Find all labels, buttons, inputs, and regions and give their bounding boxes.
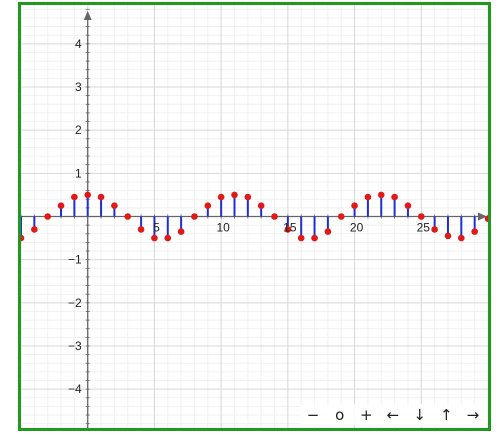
y-tick-label: −1 — [68, 253, 82, 267]
zoom-out-button[interactable]: − — [306, 406, 320, 424]
data-point — [217, 193, 225, 201]
x-axis-arrow — [478, 212, 487, 221]
zoom-in-button[interactable]: + — [360, 406, 373, 424]
data-point — [391, 193, 398, 201]
data-point — [284, 226, 292, 233]
x-tick-label: 15 — [283, 221, 297, 235]
y-tick-label: 4 — [75, 37, 82, 51]
stem-plot[interactable]: 5 10 15 20 25 4 3 2 1 −1 −2 −3 −4 — [21, 5, 488, 428]
data-point — [404, 202, 412, 210]
data-point — [311, 234, 318, 242]
y-tick-label: −4 — [68, 382, 82, 396]
pan-down-button[interactable]: ↓ — [413, 406, 426, 424]
y-axis-arrow — [83, 11, 92, 20]
data-point — [57, 202, 65, 210]
data-point — [84, 191, 92, 199]
tick-labels: 5 10 15 20 25 4 3 2 1 −1 −2 −3 −4 — [68, 37, 430, 396]
data-point — [351, 202, 358, 210]
data-point — [364, 193, 372, 201]
data-point — [337, 213, 345, 220]
data-point — [177, 228, 185, 235]
data-point — [21, 234, 25, 242]
x-tick-label: 25 — [417, 221, 431, 235]
data-point — [164, 234, 172, 242]
data-point — [71, 193, 78, 201]
data-point — [471, 228, 478, 235]
data-point — [231, 191, 238, 199]
data-point — [324, 228, 332, 235]
x-tick-label: 5 — [153, 221, 160, 235]
data-point — [204, 202, 212, 210]
data-point — [191, 213, 198, 220]
data-point — [444, 232, 452, 240]
pan-left-button[interactable]: ← — [386, 406, 400, 424]
data-point — [44, 213, 51, 220]
x-tick-label: 20 — [350, 221, 364, 235]
data-point — [458, 234, 465, 242]
pan-up-button[interactable]: ↑ — [439, 406, 453, 424]
pan-right-button[interactable]: → — [466, 406, 480, 424]
data-point — [151, 234, 158, 242]
reset-button[interactable]: o — [335, 406, 345, 424]
y-tick-label: 1 — [75, 166, 82, 180]
y-tick-label: 2 — [75, 123, 82, 137]
data-point — [377, 191, 385, 199]
data-point — [297, 234, 305, 242]
data-point — [257, 202, 265, 210]
data-point — [431, 226, 438, 233]
y-tick-label: −2 — [68, 296, 82, 310]
data-point — [484, 215, 488, 222]
data-point — [124, 213, 132, 220]
data-point — [271, 213, 278, 220]
data-point — [31, 226, 38, 233]
data-point — [244, 193, 252, 201]
y-tick-label: −3 — [68, 339, 82, 353]
y-tick-label: 3 — [75, 80, 82, 94]
data-point — [417, 213, 425, 220]
points — [21, 191, 488, 242]
navigation-bar: − o + ← ↓ ↑ → — [300, 404, 486, 426]
axes — [21, 8, 488, 428]
data-point — [137, 226, 145, 233]
data-point — [111, 202, 118, 210]
x-tick-label: 10 — [216, 221, 230, 235]
data-point — [97, 193, 105, 201]
